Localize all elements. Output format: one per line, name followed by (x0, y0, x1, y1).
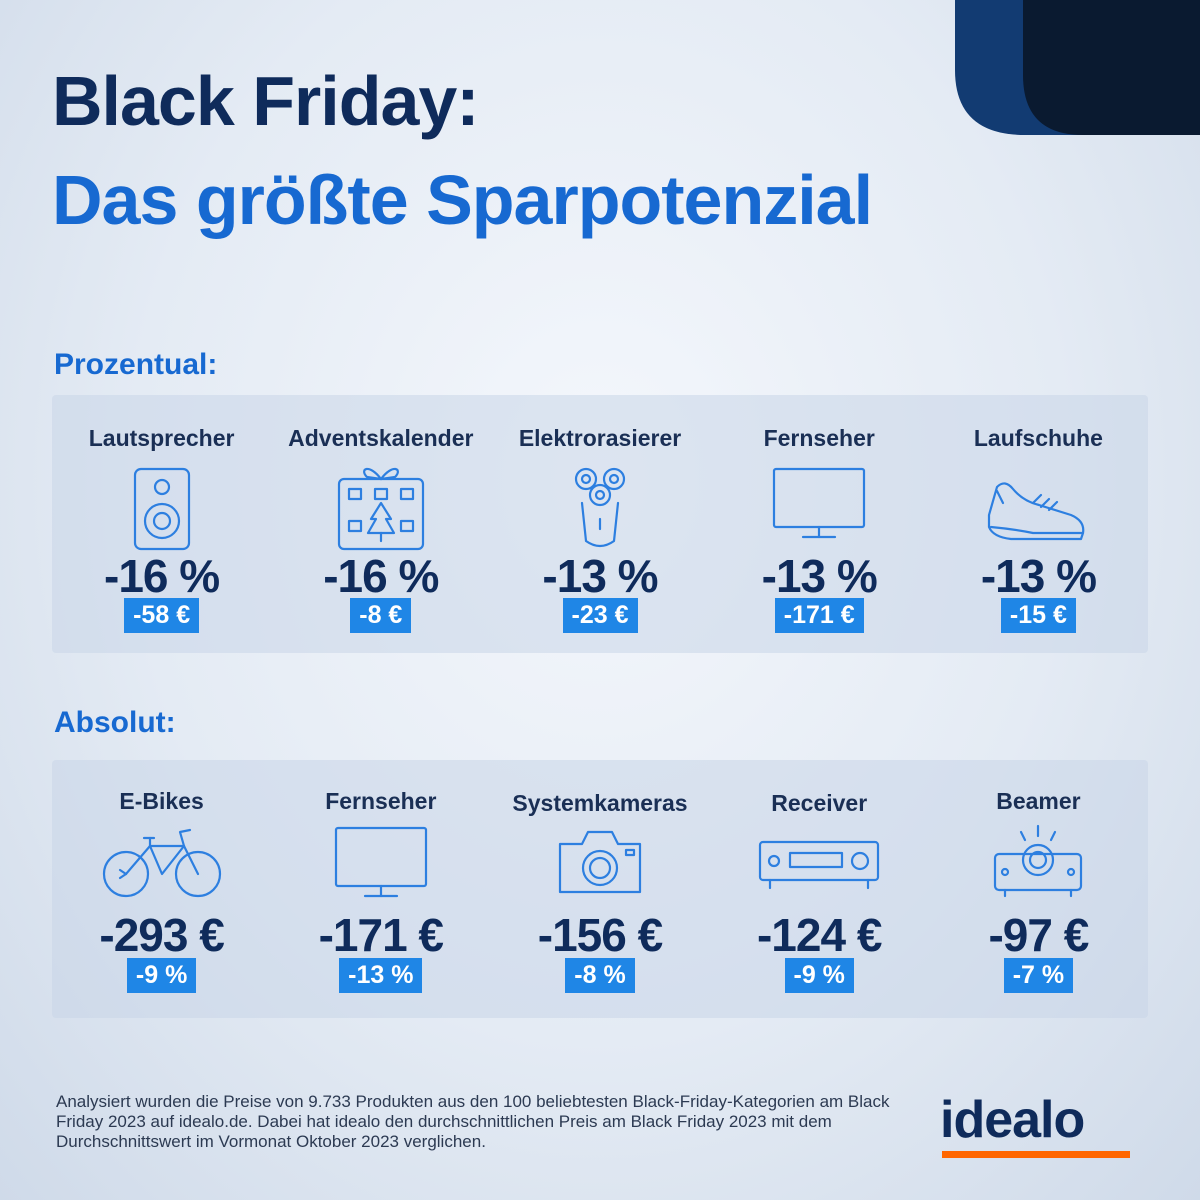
footnote: Analysiert wurden die Preise von 9.733 P… (56, 1092, 890, 1151)
item-value: -156 € (537, 909, 663, 961)
item-value: -171 € (318, 909, 444, 961)
item-value: -97 € (988, 909, 1089, 961)
tv-icon (334, 826, 427, 898)
item-badge: -23 € (562, 598, 638, 633)
tv-icon (773, 467, 866, 539)
running-shoe-icon (988, 482, 1085, 541)
item-label: Systemkameras (512, 790, 688, 816)
item-value: -13 % (980, 550, 1097, 602)
logo-text: idealo (940, 1091, 1085, 1149)
item-label: Fernseher (763, 425, 875, 451)
item-label: Fernseher (325, 788, 437, 814)
idealo-logo: idealo (940, 1094, 1140, 1158)
speaker-icon (133, 467, 190, 551)
item-value: -13 % (761, 550, 878, 602)
item-label: Laufschuhe (973, 425, 1103, 451)
percent-panel: Lautsprecher -16 % -58 € Adventskalender… (52, 395, 1148, 653)
absolute-item-projector: Beamer -97 € -7 % (929, 760, 1148, 1018)
absolute-section-label: Absolut: (54, 706, 176, 739)
percent-item-tv: Fernseher -13 % -171 € (710, 395, 929, 653)
item-label: Lautsprecher (88, 425, 235, 451)
percent-item-speaker: Lautsprecher -16 % -58 € (52, 395, 271, 653)
percent-item-electric-shaver: Elektrorasierer -13 % -23 € (490, 395, 709, 653)
item-label: Beamer (996, 788, 1081, 814)
projector-icon (994, 824, 1083, 898)
item-badge: -58 € (124, 598, 200, 633)
item-value: -124 € (756, 909, 882, 961)
item-badge: -9 % (784, 958, 854, 993)
absolute-panel: E-Bikes -293 € -9 % Fernseher -171 € -13… (52, 760, 1148, 1018)
item-value: -16 % (323, 550, 439, 602)
absolute-item-tv: Fernseher -171 € -13 % (271, 760, 490, 1018)
item-value: -16 % (104, 550, 220, 602)
item-value: -293 € (99, 909, 224, 961)
advent-calendar-icon (337, 467, 424, 551)
item-badge: -13 % (339, 958, 423, 993)
percent-item-running-shoe: Laufschuhe -13 % -15 € (929, 395, 1148, 653)
page-title: Black Friday: (52, 62, 480, 140)
electric-shaver-icon (574, 467, 626, 548)
corner-decoration (955, 0, 1200, 135)
percent-section-label: Prozentual: (54, 348, 218, 381)
absolute-item-e-bike: E-Bikes -293 € -9 % (52, 760, 271, 1018)
e-bike-icon (102, 828, 221, 898)
absolute-item-receiver: Receiver -124 € -9 % (710, 760, 929, 1018)
page-subtitle: Das größte Sparpotenzial (52, 161, 873, 239)
item-value: -13 % (542, 550, 658, 602)
item-label: Receiver (771, 790, 868, 816)
item-badge: -8 € (350, 598, 412, 633)
item-badge: -15 € (1000, 598, 1076, 633)
item-badge: -9 % (126, 958, 197, 993)
absolute-item-camera: Systemkameras -156 € -8 % (490, 760, 709, 1018)
logo-underline (942, 1151, 1130, 1158)
camera-icon (558, 830, 642, 894)
item-label: E-Bikes (119, 788, 204, 814)
item-badge: -7 % (1003, 958, 1074, 993)
item-badge: -171 € (774, 598, 864, 633)
receiver-icon (759, 840, 880, 890)
percent-item-advent-calendar: Adventskalender -16 % -8 € (271, 395, 490, 653)
item-badge: -8 % (565, 958, 635, 993)
item-label: Elektrorasierer (518, 425, 682, 451)
item-label: Adventskalender (288, 425, 474, 451)
